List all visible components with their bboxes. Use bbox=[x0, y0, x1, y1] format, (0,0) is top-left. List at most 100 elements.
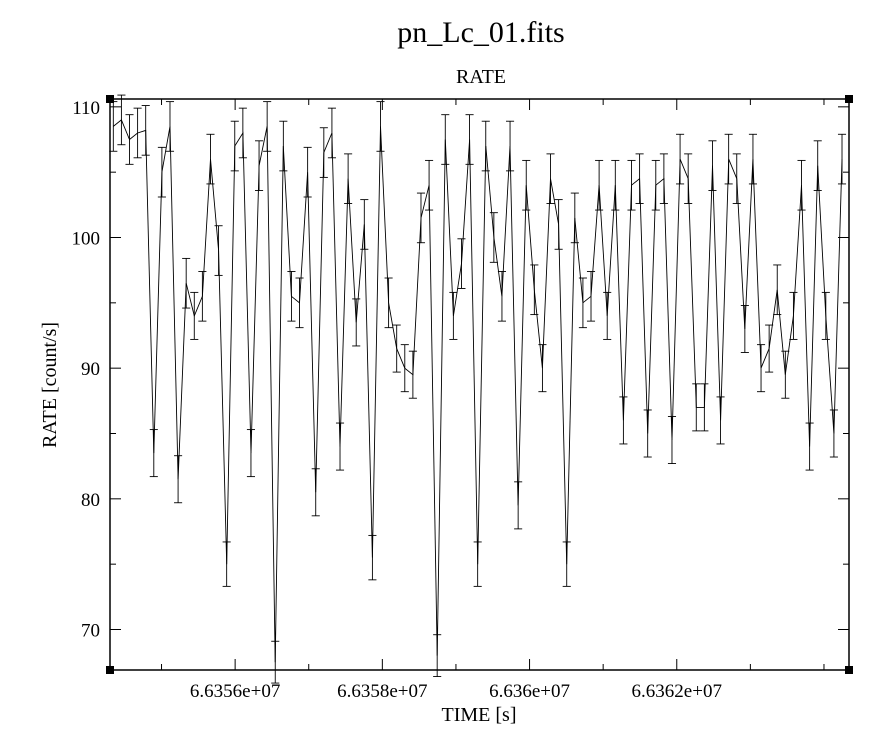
data-point bbox=[295, 277, 304, 329]
corner-handle-tl[interactable] bbox=[106, 95, 114, 103]
data-point bbox=[505, 120, 515, 172]
data-point bbox=[174, 455, 183, 504]
data-point bbox=[667, 416, 677, 465]
data-point bbox=[287, 271, 296, 322]
x-axis-label: TIME [s] bbox=[442, 704, 517, 726]
data-point bbox=[141, 105, 150, 156]
plot-frame bbox=[109, 98, 850, 671]
data-point bbox=[659, 153, 668, 204]
data-point bbox=[319, 127, 328, 178]
data-point bbox=[530, 264, 539, 316]
data-point bbox=[246, 429, 256, 478]
data-point bbox=[165, 101, 175, 152]
data-point bbox=[732, 153, 741, 204]
data-point bbox=[263, 101, 272, 152]
data-point bbox=[651, 159, 660, 211]
data-point bbox=[676, 133, 685, 185]
data-point bbox=[773, 264, 782, 316]
data-point bbox=[360, 199, 369, 250]
x-tick-label: 6.636e+07 bbox=[489, 681, 570, 702]
data-point bbox=[813, 140, 822, 191]
data-point bbox=[748, 133, 757, 185]
data-point bbox=[627, 159, 636, 211]
corner-handle-br[interactable] bbox=[845, 666, 853, 674]
data-point bbox=[603, 291, 612, 340]
data-point bbox=[376, 101, 385, 152]
chart-title: pn_Lc_01.fits bbox=[397, 16, 564, 49]
data-point bbox=[392, 324, 401, 373]
data-point bbox=[117, 94, 126, 146]
data-point bbox=[765, 324, 774, 373]
data-point bbox=[635, 153, 644, 204]
data-point bbox=[489, 212, 498, 263]
data-point bbox=[837, 133, 847, 185]
data-marks bbox=[109, 94, 847, 684]
data-point bbox=[578, 277, 587, 329]
data-point bbox=[416, 192, 426, 244]
data-point bbox=[133, 107, 142, 159]
data-point bbox=[352, 298, 361, 347]
data-point bbox=[279, 120, 288, 172]
axis-ticks: 6.6356e+07 6.6358e+07 6.636e+07 6.6362e+07 7… bbox=[72, 98, 849, 702]
y-axis-label: RATE [count/s] bbox=[39, 322, 61, 448]
data-point bbox=[182, 257, 191, 309]
data-point bbox=[198, 271, 207, 322]
data-point bbox=[125, 114, 134, 165]
data-point bbox=[514, 481, 523, 530]
data-point bbox=[481, 120, 490, 172]
x-tick-label: 6.6358e+07 bbox=[337, 681, 427, 702]
data-point bbox=[700, 383, 709, 432]
y-tick-label: 90 bbox=[81, 359, 100, 380]
data-point bbox=[408, 350, 417, 399]
corner-handle-tr[interactable] bbox=[845, 95, 853, 103]
data-point bbox=[805, 422, 814, 471]
data-point bbox=[797, 159, 806, 211]
x-tick-label: 6.6362e+07 bbox=[632, 681, 722, 702]
data-point bbox=[562, 541, 571, 587]
corner-handle-bl[interactable] bbox=[106, 666, 114, 674]
data-point bbox=[829, 409, 838, 458]
data-point bbox=[400, 344, 409, 393]
data-point bbox=[230, 120, 239, 172]
y-tick-label: 100 bbox=[72, 229, 101, 250]
data-point bbox=[425, 159, 434, 211]
data-point bbox=[457, 238, 466, 289]
y-tick-label: 110 bbox=[72, 98, 100, 119]
data-point bbox=[595, 159, 604, 211]
data-point bbox=[740, 304, 749, 353]
data-point bbox=[756, 344, 766, 393]
data-point bbox=[692, 383, 701, 432]
data-point bbox=[449, 291, 458, 340]
data-point bbox=[157, 146, 166, 198]
data-point bbox=[546, 153, 555, 204]
data-point bbox=[238, 107, 247, 159]
data-point bbox=[522, 159, 531, 211]
data-point bbox=[586, 271, 596, 322]
data-point bbox=[716, 396, 725, 445]
data-point bbox=[570, 192, 579, 244]
data-point bbox=[368, 534, 377, 581]
data-point bbox=[473, 541, 482, 587]
data-point bbox=[465, 114, 474, 165]
data-point bbox=[821, 291, 830, 340]
data-point bbox=[214, 225, 223, 276]
data-point bbox=[538, 344, 547, 393]
data-point bbox=[149, 429, 158, 478]
data-point bbox=[781, 350, 790, 399]
y-tick-label: 70 bbox=[81, 620, 100, 641]
data-point bbox=[441, 114, 450, 165]
data-point bbox=[497, 271, 506, 322]
data-point bbox=[619, 396, 628, 445]
y-tick-label: 80 bbox=[81, 490, 100, 511]
data-point bbox=[190, 291, 199, 340]
data-point bbox=[684, 153, 693, 204]
data-point bbox=[643, 409, 652, 458]
data-point bbox=[327, 107, 336, 159]
data-point bbox=[611, 159, 620, 211]
data-point bbox=[255, 140, 264, 191]
data-point bbox=[206, 133, 215, 185]
data-point bbox=[335, 422, 345, 471]
data-point bbox=[311, 468, 320, 517]
data-point bbox=[303, 146, 312, 198]
